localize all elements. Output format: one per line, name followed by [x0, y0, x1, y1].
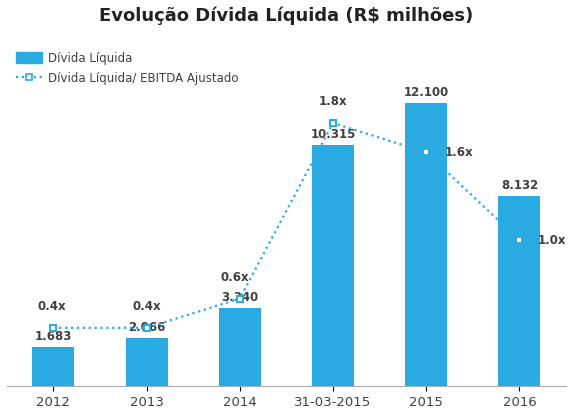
- Legend: Dívida Líquida, Dívida Líquida/ EBITDA Ajustado: Dívida Líquida, Dívida Líquida/ EBITDA A…: [13, 48, 242, 89]
- Bar: [312, 145, 354, 386]
- Text: 1.6x: 1.6x: [445, 146, 474, 159]
- Text: 3.340: 3.340: [221, 291, 258, 304]
- Text: 1.683: 1.683: [35, 330, 72, 343]
- Bar: [126, 338, 167, 386]
- Bar: [219, 308, 261, 386]
- Text: 1.8x: 1.8x: [318, 95, 347, 109]
- Text: 2.066: 2.066: [128, 321, 165, 334]
- Bar: [405, 103, 447, 386]
- Text: 0.4x: 0.4x: [37, 300, 66, 313]
- Text: 8.132: 8.132: [501, 179, 538, 192]
- Text: 10.315: 10.315: [310, 128, 356, 141]
- Bar: [499, 196, 540, 386]
- Text: 0.6x: 0.6x: [221, 271, 250, 284]
- Text: 1.0x: 1.0x: [538, 233, 567, 247]
- Text: 0.4x: 0.4x: [132, 300, 161, 313]
- Title: Evolução Dívida Líquida (R$ milhões): Evolução Dívida Líquida (R$ milhões): [99, 7, 474, 25]
- Bar: [32, 347, 74, 386]
- Text: 12.100: 12.100: [404, 86, 449, 99]
